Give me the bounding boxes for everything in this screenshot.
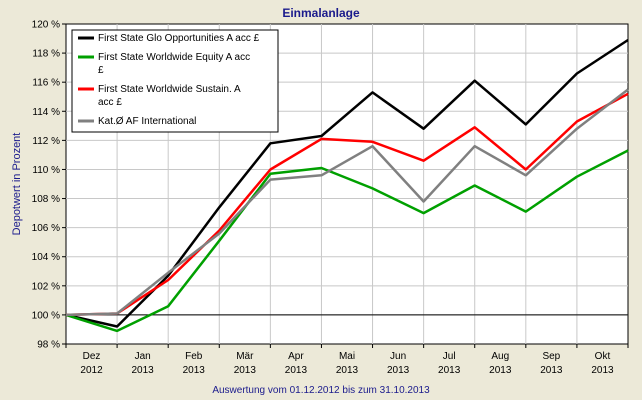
x-tick-year: 2013	[234, 365, 257, 376]
series-group	[65, 38, 629, 333]
y-tick-label: 100 %	[32, 310, 60, 321]
y-tick-label: 112 %	[32, 136, 60, 147]
x-tick-year: 2013	[591, 365, 614, 376]
legend-label-3: acc £	[98, 97, 122, 108]
y-tick-label: 120 %	[32, 20, 60, 31]
series-line-1	[65, 38, 629, 328]
y-tick-label: 118 %	[32, 49, 60, 60]
legend: First State Glo Opportunities A acc £ Fir…	[71, 29, 279, 133]
x-tick-year: 2013	[285, 365, 308, 376]
x-tick-month: Sep	[542, 351, 560, 362]
y-tick-label: 114 %	[32, 107, 60, 118]
series-line-3	[65, 92, 629, 317]
y-axis-ticks: 98 % 100 % 102 % 104 % 106 % 108 % 110 % 112 % 1…	[32, 20, 66, 351]
y-tick-label: 110 %	[32, 165, 60, 176]
legend-label-1: First State Glo Opportunities A acc £	[98, 33, 260, 44]
y-axis-label: Depotwert in Prozent	[11, 133, 23, 236]
x-tick-year: 2013	[132, 365, 155, 376]
x-tick-year: 2013	[438, 365, 461, 376]
x-tick-year: 2013	[489, 365, 512, 376]
chart-title: Einmalanlage	[282, 6, 360, 20]
x-axis-caption: Auswertung vom 01.12.2012 bis zum 31.10.…	[212, 385, 430, 396]
series-line-4	[65, 88, 629, 317]
x-tick-year: 2013	[336, 365, 359, 376]
series-line-2	[65, 149, 629, 333]
legend-label-2: First State Worldwide Equity A acc	[98, 52, 250, 63]
y-tick-label: 106 %	[32, 223, 60, 234]
x-tick-year: 2013	[183, 365, 206, 376]
x-tick-month: Jul	[443, 351, 456, 362]
x-tick-month: Mär	[236, 351, 254, 362]
x-tick-month: Dez	[83, 351, 101, 362]
x-tick-year: 2013	[387, 365, 410, 376]
x-tick-month: Okt	[595, 351, 611, 362]
legend-label-3: First State Worldwide Sustain. A	[98, 84, 241, 95]
x-tick-month: Mai	[339, 351, 355, 362]
x-tick-month: Apr	[288, 351, 304, 362]
x-tick-month: Jun	[390, 351, 406, 362]
x-axis-ticks: Dez 2012 Jan 2013 Feb 2013 Mär 2013 Apr 2013 Mai 20…	[65, 344, 629, 376]
legend-label-4: Kat.Ø AF International	[98, 116, 196, 127]
x-tick-month: Aug	[491, 351, 509, 362]
x-tick-month: Jan	[135, 351, 151, 362]
legend-box	[71, 29, 279, 133]
y-tick-label: 116 %	[32, 78, 60, 89]
x-tick-year: 2012	[80, 365, 103, 376]
y-tick-label: 102 %	[32, 281, 60, 292]
x-tick-month: Feb	[185, 351, 203, 362]
legend-label-2: £	[98, 65, 104, 76]
y-tick-label: 98 %	[37, 340, 60, 351]
y-tick-label: 104 %	[32, 252, 60, 263]
x-tick-year: 2013	[540, 365, 563, 376]
y-tick-label: 108 %	[32, 194, 60, 205]
